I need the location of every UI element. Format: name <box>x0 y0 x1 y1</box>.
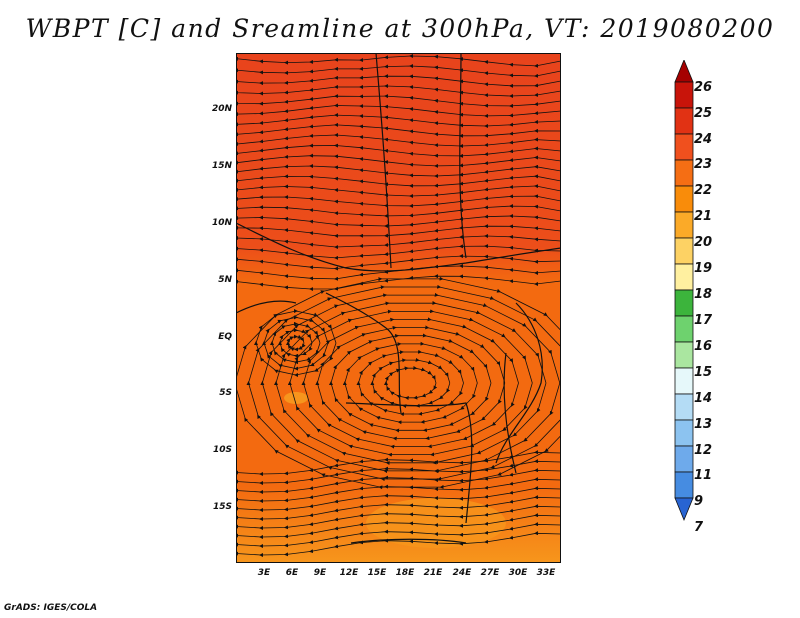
map-panel <box>236 53 561 563</box>
streamline <box>236 164 561 178</box>
colorbar-label: 12 <box>694 443 713 458</box>
colorbar-bottom-arrow <box>674 497 694 522</box>
colorbar-label: 7 <box>694 520 704 535</box>
colorbar-cell <box>674 81 694 109</box>
lon-label: 9E <box>313 568 327 578</box>
colorbar-label: 17 <box>694 313 713 328</box>
lon-label: 12E <box>339 568 359 578</box>
lon-label: 18E <box>395 568 415 578</box>
colorbar-cell <box>674 237 694 265</box>
lat-label: EQ <box>218 332 232 342</box>
colorbar-cell <box>674 211 694 239</box>
warm-patch <box>284 392 308 404</box>
colorbar-label: 24 <box>694 132 713 147</box>
streamline <box>236 153 561 168</box>
map-frame <box>236 53 561 563</box>
streamline <box>236 53 561 68</box>
lon-label: 15E <box>367 568 387 578</box>
colorbar-cell <box>674 315 694 343</box>
lat-label: 15S <box>212 502 232 512</box>
lat-label: 5S <box>219 388 232 398</box>
colorbar-cell <box>674 471 694 499</box>
colorbar-label: 21 <box>694 209 713 224</box>
colorbar-label: 19 <box>694 261 713 276</box>
lat-label: 10N <box>211 218 232 228</box>
colorbar-label: 15 <box>694 365 713 380</box>
colorbar-cell <box>674 419 694 447</box>
streamlines <box>236 53 561 558</box>
colorbar-cell <box>674 263 694 291</box>
lon-label: 24E <box>452 568 472 578</box>
streamline <box>236 133 561 149</box>
colorbar-label: 16 <box>694 339 713 354</box>
colorbar-cell <box>674 107 694 135</box>
colorbar-cell <box>674 341 694 369</box>
footer-credit: GrADS: IGES/COLA <box>4 603 98 613</box>
streamline <box>236 531 561 558</box>
colorbar-cell <box>674 445 694 473</box>
colorbar-label: 18 <box>694 287 713 302</box>
colorbar-label: 9 <box>694 494 704 509</box>
lon-label: 6E <box>285 568 299 578</box>
colorbar-cell <box>674 185 694 213</box>
colorbar <box>674 60 694 522</box>
colorbar-label: 11 <box>694 468 713 483</box>
colorbar-label: 13 <box>694 417 713 432</box>
chart-title: WBPT [C] and Sreamline at 300hPa, VT: 20… <box>25 14 775 43</box>
colorbar-cell <box>674 393 694 421</box>
lat-label: 15N <box>211 161 232 171</box>
colorbar-label: 23 <box>694 157 713 172</box>
lon-label: 27E <box>480 568 500 578</box>
country-borders <box>236 53 561 544</box>
colorbar-label: 20 <box>694 235 713 250</box>
colorbar-label: 22 <box>694 183 713 198</box>
streamline <box>236 254 561 271</box>
colorbar-cell <box>674 367 694 395</box>
lon-label: 21E <box>423 568 443 578</box>
colorbar-cell <box>674 159 694 187</box>
lat-label: 10S <box>212 445 232 455</box>
colorbar-cell <box>674 133 694 161</box>
streamline <box>236 143 561 158</box>
streamline <box>236 264 561 281</box>
lon-label: 3E <box>257 568 271 578</box>
streamline <box>254 309 337 377</box>
lat-label: 20N <box>211 104 232 114</box>
colorbar-label: 14 <box>694 391 713 406</box>
colorbar-top-arrow <box>674 60 694 83</box>
lat-label: 5N <box>218 275 232 285</box>
colorbar-cell <box>674 289 694 317</box>
colorbar-label: 25 <box>694 106 713 121</box>
colorbar-label: 26 <box>694 80 713 95</box>
lon-label: 33E <box>536 568 556 578</box>
lon-label: 30E <box>508 568 528 578</box>
